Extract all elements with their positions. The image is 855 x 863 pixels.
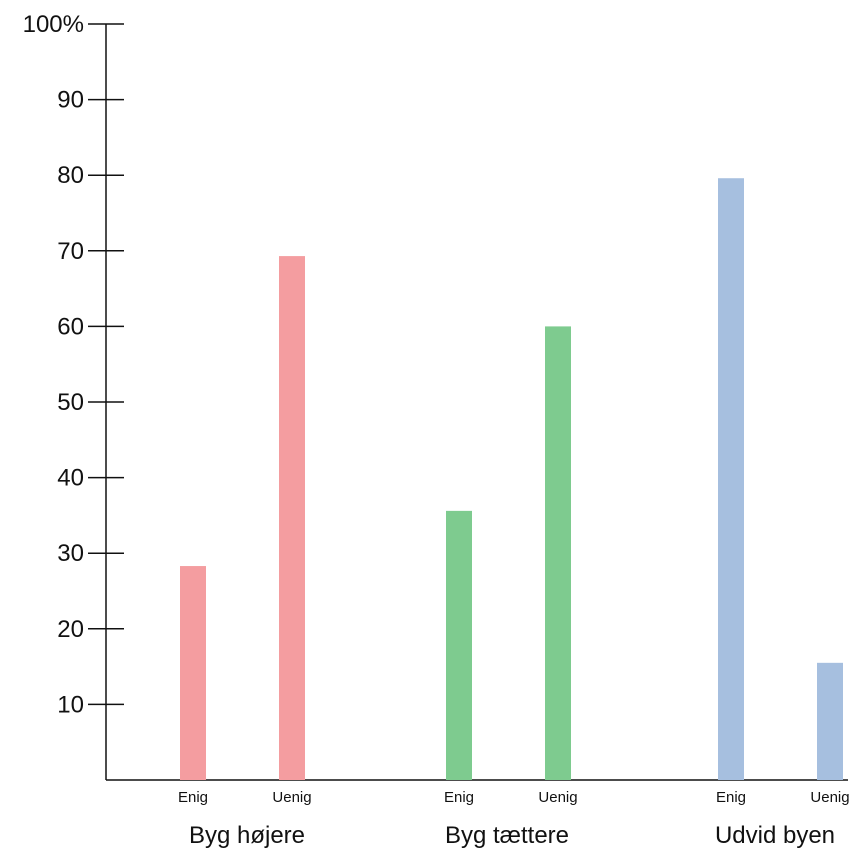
- bar-1-enig: [180, 566, 206, 780]
- group-label: Byg tættere: [445, 822, 569, 849]
- group-label: Byg højere: [189, 822, 305, 849]
- y-tick-label: 90: [57, 87, 84, 114]
- bar-category-label: Enig: [444, 789, 474, 806]
- y-tick-label: 30: [57, 540, 84, 567]
- y-tick-label: 80: [57, 162, 84, 189]
- bar-category-label: Enig: [178, 789, 208, 806]
- bar-category-label: Uenig: [538, 789, 577, 806]
- bar-2-enig: [446, 510, 472, 780]
- y-tick-label: 60: [57, 313, 84, 340]
- y-tick-label: 50: [57, 389, 84, 416]
- y-tick-label: 100%: [23, 11, 84, 38]
- group-label: Udvid byen: [715, 822, 835, 849]
- y-tick-label: 20: [57, 616, 84, 643]
- bars: [180, 178, 843, 780]
- y-tick-label: 10: [57, 691, 84, 718]
- bar-3-enig: [718, 178, 744, 780]
- bar-category-label: Uenig: [810, 789, 849, 806]
- bar-category-label: Uenig: [272, 789, 311, 806]
- bar-3-uenig: [817, 662, 843, 780]
- labels: 10 20 30 40 50 60 70 80 90 100% Enig Uenig Byg højer…: [23, 11, 850, 849]
- y-tick-label: 70: [57, 238, 84, 265]
- bar-2-uenig: [545, 326, 571, 780]
- bar-1-uenig: [279, 256, 305, 780]
- bar-category-label: Enig: [716, 789, 746, 806]
- y-tick-label: 40: [57, 465, 84, 492]
